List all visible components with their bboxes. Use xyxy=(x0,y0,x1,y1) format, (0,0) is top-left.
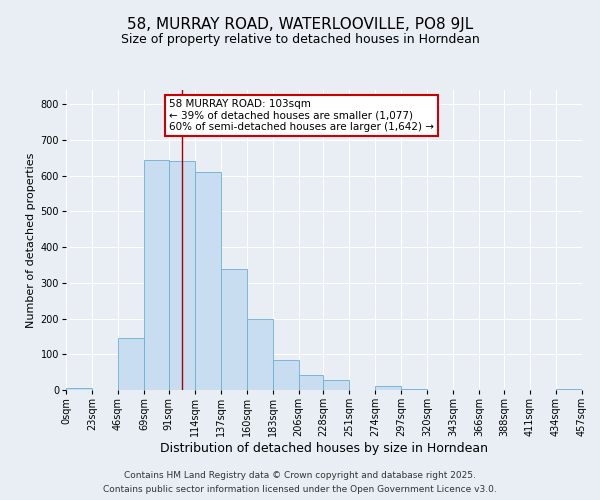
Bar xyxy=(221,270,247,390)
X-axis label: Distribution of detached houses by size in Horndean: Distribution of detached houses by size … xyxy=(160,442,488,455)
Bar xyxy=(323,380,349,390)
Bar xyxy=(556,389,582,390)
Text: 58 MURRAY ROAD: 103sqm
← 39% of detached houses are smaller (1,077)
60% of semi-: 58 MURRAY ROAD: 103sqm ← 39% of detached… xyxy=(169,99,434,132)
Text: Contains HM Land Registry data © Crown copyright and database right 2025.: Contains HM Land Registry data © Crown c… xyxy=(124,472,476,480)
Text: 58, MURRAY ROAD, WATERLOOVILLE, PO8 9JL: 58, MURRAY ROAD, WATERLOOVILLE, PO8 9JL xyxy=(127,18,473,32)
Bar xyxy=(299,375,323,390)
Bar xyxy=(118,338,144,390)
Bar xyxy=(247,318,272,390)
Bar xyxy=(195,172,221,390)
Bar xyxy=(169,162,195,390)
Bar xyxy=(272,360,299,390)
Bar xyxy=(376,386,401,390)
Bar xyxy=(144,160,169,390)
Y-axis label: Number of detached properties: Number of detached properties xyxy=(26,152,37,328)
Text: Contains public sector information licensed under the Open Government Licence v3: Contains public sector information licen… xyxy=(103,484,497,494)
Bar xyxy=(66,388,92,390)
Text: Size of property relative to detached houses in Horndean: Size of property relative to detached ho… xyxy=(121,32,479,46)
Bar xyxy=(401,389,427,390)
